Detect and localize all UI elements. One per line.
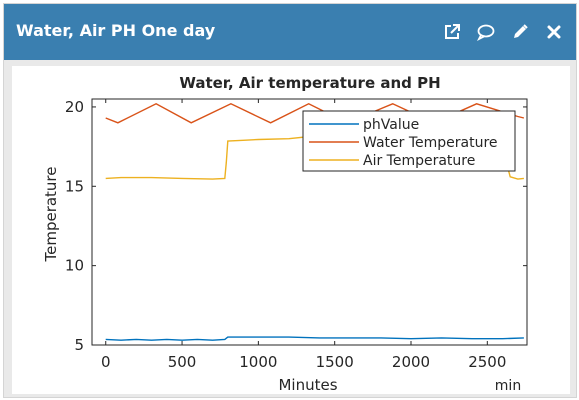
comment-button[interactable] (472, 18, 500, 46)
plot-frame (91, 98, 528, 346)
x-tick-label-3: 1500 (316, 353, 354, 371)
widget-actions (438, 18, 568, 46)
y-tick-label-1: 10 (65, 257, 84, 275)
legend-label-2: Air Temperature (363, 153, 475, 169)
x-axis-label: Minutes (278, 376, 337, 394)
x-tick-label-1: 500 (168, 353, 197, 371)
open-external-button[interactable] (438, 18, 466, 46)
line-chart: Water, Air temperature and PH 0 500 1000 15… (42, 74, 528, 394)
x-tick-label-4: 2000 (392, 353, 430, 371)
x-tick-label-0: 0 (101, 353, 111, 371)
y-tick-label-0: 5 (74, 336, 84, 354)
series-line-1 (105, 103, 525, 124)
x-tick-label-5: 2500 (468, 353, 506, 371)
series-line-0 (105, 336, 524, 341)
legend-box (302, 110, 516, 172)
widget-header: Water, Air PH One day (4, 4, 576, 60)
chart-panel: Water, Air temperature and PH 0 500 1000 15… (12, 66, 570, 394)
chart-widget: Water, Air PH One day (3, 3, 577, 398)
chart-legend: phValue Water Temperature Air Temperature (302, 110, 516, 172)
legend-label-0: phValue (363, 117, 419, 133)
close-button[interactable] (540, 18, 568, 46)
close-icon (547, 25, 561, 39)
y-axis-label: Temperature (42, 166, 60, 262)
y-tick-label-2: 15 (65, 177, 84, 195)
chart-title: Water, Air temperature and PH (179, 74, 440, 92)
legend-label-1: Water Temperature (363, 135, 498, 151)
external-link-icon (445, 24, 460, 39)
edit-button[interactable] (506, 18, 534, 46)
y-tick-label-3: 20 (65, 98, 84, 116)
pencil-icon (514, 24, 528, 38)
widget-title: Water, Air PH One day (16, 21, 216, 40)
x-tick-label-2: 1000 (239, 353, 277, 371)
comment-icon (476, 24, 495, 41)
x-axis-unit: min (495, 378, 521, 394)
